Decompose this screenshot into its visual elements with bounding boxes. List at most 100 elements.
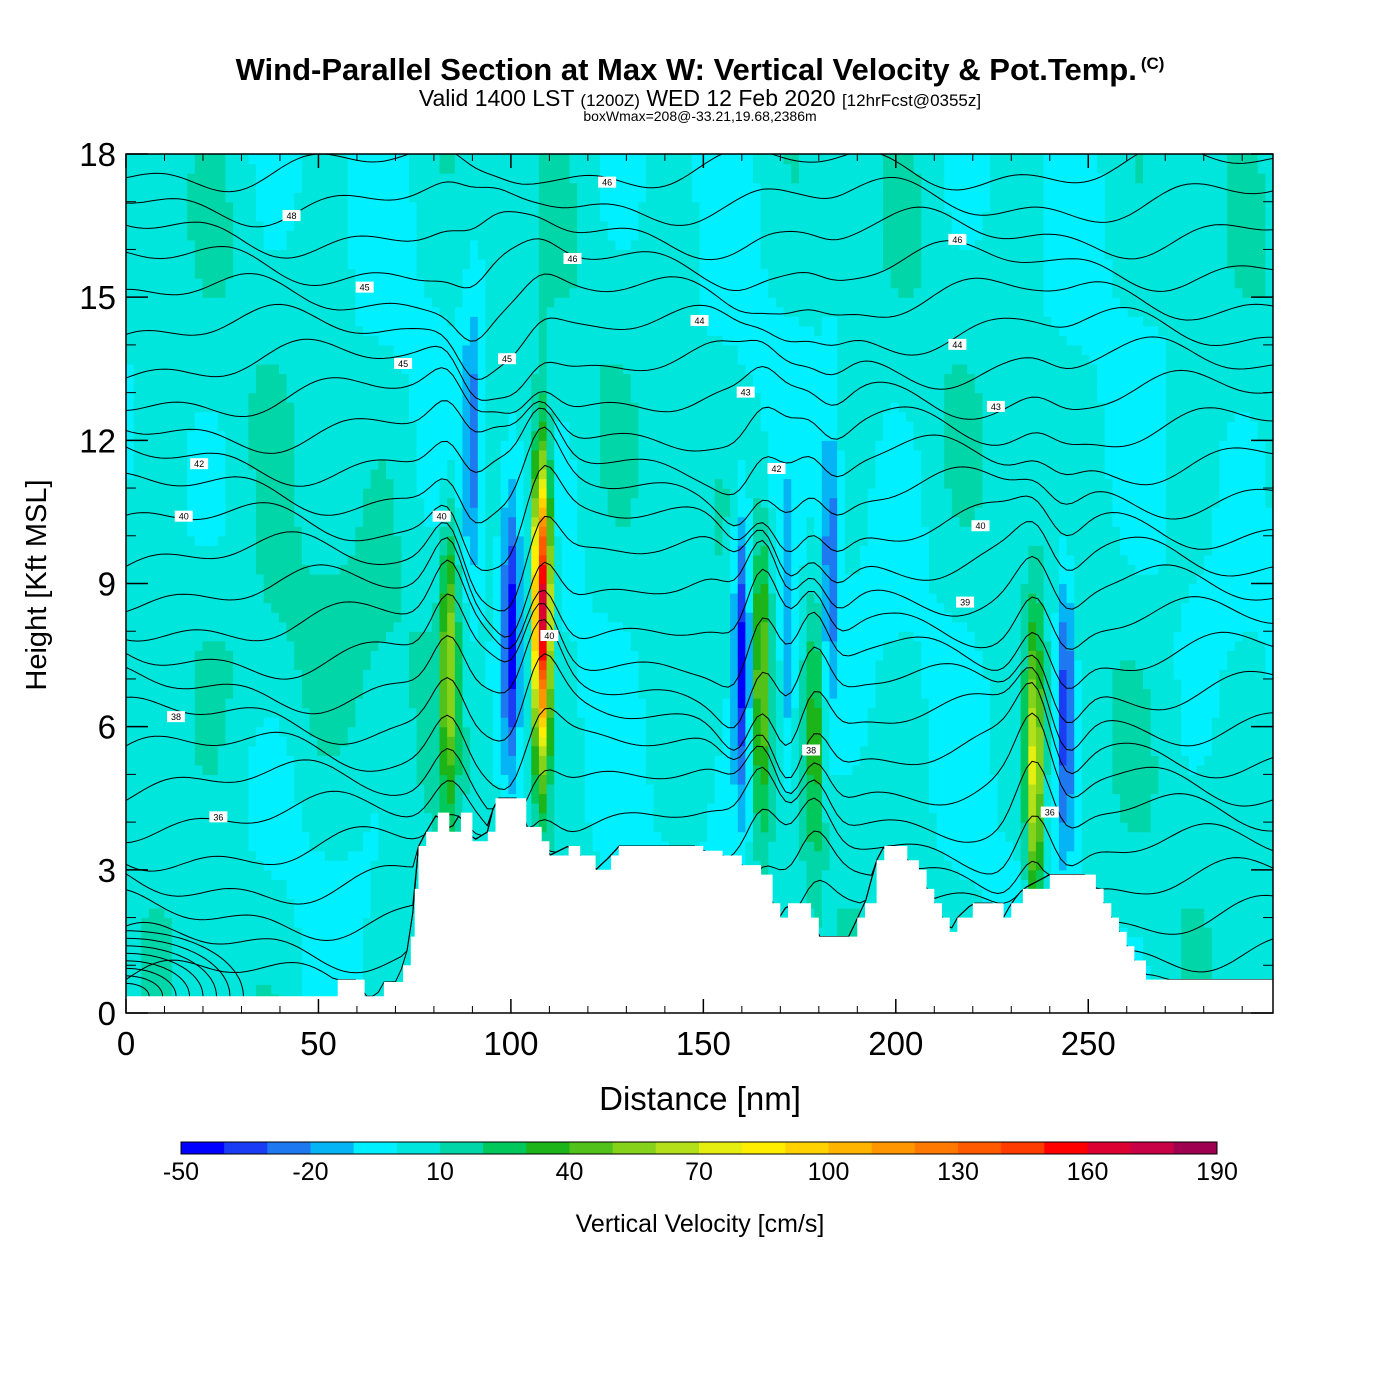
velocity-cell: [905, 698, 915, 709]
velocity-cell: [860, 698, 869, 709]
velocity-cell: [814, 707, 823, 718]
velocity-cell: [584, 717, 594, 728]
velocity-cell: [1173, 707, 1182, 718]
velocity-cell: [1204, 803, 1213, 814]
velocity-cell: [133, 860, 142, 871]
velocity-cell: [1028, 831, 1037, 842]
velocity-cell: [148, 717, 158, 728]
velocity-cell: [768, 736, 777, 747]
velocity-cell: [210, 908, 219, 919]
velocity-cell: [791, 860, 800, 871]
velocity-cell: [638, 755, 647, 766]
velocity-cell: [883, 774, 892, 785]
velocity-cell: [1150, 917, 1159, 928]
velocity-cell: [997, 888, 1006, 900]
velocity-cell: [363, 946, 372, 957]
velocity-cell: [1043, 860, 1052, 871]
velocity-cell: [309, 812, 318, 823]
velocity-cell: [546, 793, 555, 804]
velocity-cell: [363, 879, 372, 890]
velocity-cell: [745, 831, 754, 842]
velocity-cell: [1227, 803, 1236, 814]
velocity-cell: [714, 707, 724, 718]
velocity-cell: [745, 726, 754, 737]
velocity-cell: [1227, 831, 1236, 842]
velocity-cell: [1204, 927, 1213, 938]
velocity-cell: [1158, 898, 1167, 909]
velocity-cell: [1234, 755, 1244, 766]
velocity-cell: [385, 974, 395, 985]
velocity-cell: [347, 850, 356, 861]
velocity-cell: [1211, 717, 1221, 728]
velocity-cell: [1158, 869, 1167, 880]
velocity-cell: [309, 898, 318, 909]
velocity-cell: [645, 726, 655, 737]
velocity-cell: [1135, 812, 1144, 823]
velocity-cell: [1219, 927, 1228, 938]
velocity-cell: [363, 755, 372, 766]
velocity-cell: [653, 745, 662, 756]
velocity-cell: [1219, 698, 1228, 709]
velocity-cell: [1081, 793, 1091, 804]
velocity-cell: [554, 736, 563, 747]
velocity-cell: [638, 726, 647, 737]
velocity-cell: [1135, 879, 1144, 890]
velocity-cell: [653, 717, 662, 728]
velocity-cell: [951, 822, 961, 833]
velocity-cell: [645, 745, 655, 756]
velocity-cell: [431, 822, 441, 833]
velocity-cell: [607, 755, 616, 766]
velocity-cell: [638, 745, 647, 756]
velocity-cell: [363, 927, 372, 938]
velocity-cell: [837, 793, 846, 804]
velocity-cell: [401, 850, 410, 861]
velocity-cell: [263, 831, 272, 842]
velocity-cell: [1173, 812, 1182, 823]
velocity-cell: [217, 783, 227, 795]
velocity-cell: [233, 936, 242, 947]
velocity-cell: [187, 917, 196, 928]
velocity-cell: [340, 755, 349, 766]
velocity-cell: [699, 726, 708, 737]
velocity-cell: [730, 755, 739, 766]
velocity-cell: [607, 803, 616, 814]
velocity-cell: [1181, 908, 1190, 919]
velocity-cell: [171, 803, 181, 814]
velocity-cell: [378, 736, 387, 747]
velocity-cell: [1227, 898, 1236, 909]
velocity-cell: [202, 764, 211, 775]
velocity-cell: [363, 812, 372, 823]
velocity-cell: [684, 803, 693, 814]
velocity-cell: [340, 736, 349, 747]
velocity-cell: [378, 974, 387, 985]
velocity-cell: [538, 812, 548, 823]
velocity-cell: [340, 917, 349, 928]
velocity-cell: [814, 726, 823, 737]
velocity-cell: [493, 707, 502, 718]
velocity-cell: [477, 717, 486, 728]
velocity-cell: [936, 879, 945, 890]
velocity-cell: [301, 917, 311, 928]
velocity-cell: [1250, 822, 1259, 833]
velocity-cell: [271, 898, 280, 909]
velocity-cell: [156, 946, 165, 957]
velocity-cell: [508, 698, 517, 709]
velocity-cell: [944, 869, 953, 880]
velocity-cell: [194, 955, 204, 966]
velocity-cell: [791, 745, 800, 756]
velocity-cell: [1181, 869, 1190, 880]
velocity-cell: [798, 879, 808, 890]
velocity-cell: [408, 879, 418, 890]
velocity-cell: [240, 698, 249, 709]
velocity-cell: [263, 803, 272, 814]
velocity-cell: [806, 717, 815, 728]
velocity-cell: [378, 755, 387, 766]
velocity-cell: [500, 726, 509, 737]
velocity-cell: [867, 803, 876, 814]
velocity-cell: [1066, 726, 1075, 737]
velocity-cell: [1219, 764, 1228, 775]
velocity-cell: [1143, 946, 1152, 957]
velocity-cell: [821, 927, 831, 938]
velocity-cell: [844, 717, 854, 728]
velocity-cell: [852, 717, 861, 728]
